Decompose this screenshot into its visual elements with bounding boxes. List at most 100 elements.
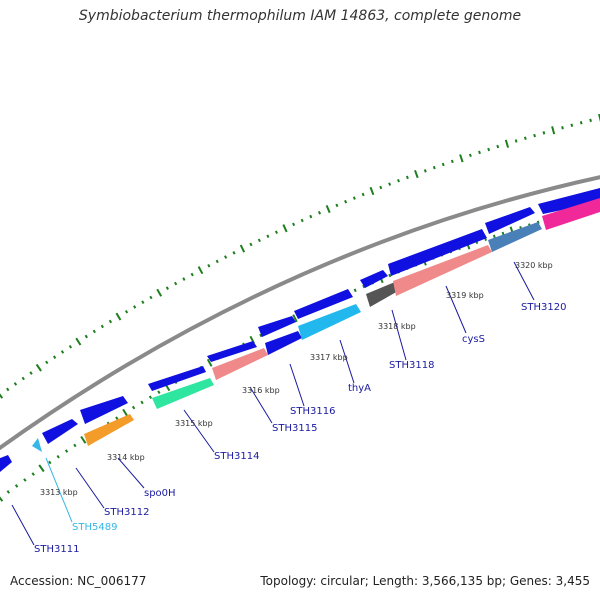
scale-label: 3319 kbp [446, 291, 484, 300]
gene-arrow[interactable] [152, 378, 214, 409]
tick-mark [432, 165, 436, 170]
gene-arrow[interactable] [212, 348, 268, 380]
tick-mark [29, 371, 33, 375]
gene-arrow[interactable] [207, 341, 257, 362]
tick-mark [14, 484, 19, 488]
tick-mark [60, 350, 65, 354]
tick-mark [239, 244, 246, 253]
tick-mark [165, 286, 169, 290]
gene-arrow[interactable] [298, 304, 361, 340]
tick-mark [561, 126, 564, 130]
tick-mark [362, 284, 366, 289]
tick-mark [259, 333, 263, 338]
gene-label-sth5489[interactable]: STH5489 [72, 522, 117, 533]
tick-mark [124, 309, 129, 314]
gene-arrow[interactable] [148, 366, 206, 391]
gene-arrow[interactable] [538, 188, 600, 214]
gene-arrow[interactable] [366, 282, 398, 307]
gene-label-sth3114[interactable]: STH3114 [214, 451, 259, 462]
leader-line [513, 261, 535, 301]
gene-arrow[interactable] [84, 414, 134, 446]
gene-arrow[interactable] [388, 229, 487, 276]
tick-mark [388, 273, 392, 278]
leader-line [289, 363, 305, 407]
genome-summary-text: Topology: circular; Length: 3,566,135 bp… [260, 574, 590, 588]
tick-mark [523, 136, 527, 140]
tick-mark [13, 382, 18, 386]
genome-backbone [0, 175, 600, 451]
gene-arrow[interactable] [360, 270, 388, 288]
gene-arrow[interactable] [488, 222, 542, 252]
gene-arrow[interactable] [32, 438, 42, 452]
tick-mark [45, 360, 49, 365]
tick-mark [598, 113, 600, 123]
tick-mark [80, 435, 87, 444]
tick-mark [441, 162, 445, 167]
tick-mark [148, 395, 153, 400]
forward-strand-genes [0, 188, 600, 472]
tick-mark [361, 192, 365, 197]
gene-label-sth3112[interactable]: STH3112 [104, 507, 149, 518]
tick-mark [266, 234, 270, 239]
gene-arrow[interactable] [294, 289, 353, 319]
tick-mark [133, 305, 137, 309]
gene-label-sth3115[interactable]: STH3115 [272, 423, 317, 434]
gene-arrow[interactable] [485, 207, 535, 234]
tick-mark [317, 211, 322, 215]
gene-label-cyss[interactable]: cysS [462, 334, 485, 345]
tick-mark [353, 288, 357, 293]
tick-mark [35, 363, 42, 372]
tick-mark [570, 123, 574, 127]
leader-line [249, 386, 273, 424]
gene-arrow[interactable] [542, 198, 600, 230]
tick-mark [282, 224, 288, 233]
gene-label-spo0h[interactable]: spo0H [144, 488, 176, 499]
tick-mark [478, 150, 481, 155]
tick-mark [56, 454, 60, 459]
tick-mark [157, 390, 161, 395]
tick-mark [274, 230, 279, 235]
tick-mark [207, 263, 211, 268]
gene-arrow[interactable] [393, 245, 492, 296]
tick-mark [501, 231, 505, 236]
gene-arrow[interactable] [42, 419, 78, 444]
tick-mark [174, 281, 178, 286]
leader-line [183, 409, 215, 453]
tick-mark [23, 478, 27, 482]
tick-mark [352, 196, 356, 200]
tick-mark [92, 329, 96, 334]
tick-mark [75, 337, 82, 346]
tick-mark [115, 312, 122, 321]
leader-line [75, 467, 105, 509]
tick-mark [68, 344, 73, 349]
gene-arrow[interactable] [80, 396, 128, 424]
tick-mark [6, 490, 11, 494]
tick-mark [309, 214, 313, 219]
reverse-strand-genes [32, 198, 600, 452]
tick-mark [533, 133, 536, 138]
scale-label: 3318 kbp [378, 322, 416, 331]
gene-arrow[interactable] [258, 316, 296, 337]
tick-mark [215, 259, 219, 264]
tick-mark [542, 131, 546, 135]
tick-mark [450, 159, 454, 164]
gene-label-sth3120[interactable]: STH3120 [521, 302, 566, 313]
gene-label-sth3111[interactable]: STH3111 [34, 544, 79, 555]
gene-label-sth3116[interactable]: STH3116 [290, 406, 335, 417]
tick-mark [64, 449, 69, 453]
tick-mark [514, 139, 518, 143]
tick-mark [335, 203, 339, 208]
tick-mark [414, 169, 419, 179]
gene-arrow[interactable] [265, 331, 302, 355]
gene-label-sth3118[interactable]: STH3118 [389, 360, 434, 371]
tick-mark [300, 218, 304, 223]
tick-mark [292, 314, 298, 323]
tick-mark [190, 272, 194, 277]
tick-mark [379, 185, 383, 190]
tick-mark [141, 300, 145, 304]
gene-arrow[interactable] [0, 455, 12, 472]
gene-label-thya[interactable]: thyA [348, 383, 371, 394]
tick-mark [468, 153, 472, 158]
tick-mark [496, 144, 500, 149]
